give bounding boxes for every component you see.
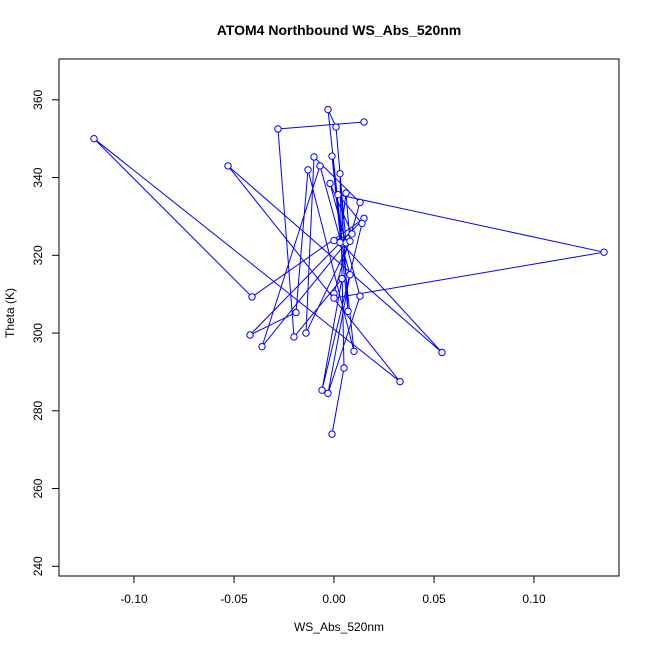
data-point xyxy=(358,219,366,228)
data-point xyxy=(316,162,324,170)
data-point xyxy=(332,123,340,131)
x-axis-label: WS_Abs_520nm xyxy=(294,620,384,634)
data-point xyxy=(318,386,326,394)
data-point xyxy=(248,293,256,301)
x-tick-label: 0.10 xyxy=(522,592,546,606)
data-point xyxy=(438,348,446,357)
data-point xyxy=(328,152,336,160)
y-tick-label: 300 xyxy=(31,323,45,343)
y-tick-label: 280 xyxy=(31,400,45,420)
data-point xyxy=(344,307,352,315)
data-point xyxy=(346,271,354,279)
x-tick-label: 0.00 xyxy=(322,592,346,606)
data-point xyxy=(336,238,344,247)
data-point xyxy=(302,329,310,337)
data-point xyxy=(290,333,298,341)
y-axis: 240 260 280 300 320 340 360 xyxy=(31,89,60,576)
data-point xyxy=(246,331,254,339)
data-point xyxy=(396,377,404,386)
data-point xyxy=(326,179,334,188)
data-point xyxy=(274,125,282,133)
data-point xyxy=(356,198,364,207)
y-tick-label: 340 xyxy=(31,167,45,187)
data-point xyxy=(360,118,368,126)
x-tick-label: -0.05 xyxy=(220,592,248,606)
chart-title: ATOM4 Northbound WS_Abs_520nm xyxy=(217,22,462,38)
data-point xyxy=(324,105,332,114)
data-point xyxy=(356,292,364,300)
data-point xyxy=(90,134,98,143)
data-point xyxy=(348,230,356,238)
x-tick-label: -0.10 xyxy=(120,592,148,606)
data-point xyxy=(292,308,300,317)
y-tick-label: 360 xyxy=(31,89,45,109)
x-tick-label: 0.05 xyxy=(422,592,446,606)
series-layer xyxy=(90,105,608,438)
data-point xyxy=(324,389,332,398)
data-point xyxy=(600,248,608,256)
data-point xyxy=(328,430,336,438)
data-point xyxy=(350,347,358,356)
data-point xyxy=(342,189,350,197)
y-axis-label: Theta (K) xyxy=(3,288,17,338)
data-point xyxy=(334,190,342,199)
data-point xyxy=(340,364,348,372)
data-point xyxy=(310,153,318,161)
data-point xyxy=(330,294,338,302)
y-tick-label: 260 xyxy=(31,478,45,498)
data-point xyxy=(258,342,266,351)
data-point xyxy=(330,236,338,245)
y-tick-label: 320 xyxy=(31,245,45,265)
data-point xyxy=(346,237,354,246)
data-point xyxy=(304,166,312,174)
y-tick-label: 240 xyxy=(31,556,45,576)
data-point xyxy=(224,162,232,170)
data-point xyxy=(338,274,346,283)
data-point xyxy=(336,169,344,178)
x-axis: -0.10 -0.05 0.00 0.05 0.10 xyxy=(120,575,546,606)
